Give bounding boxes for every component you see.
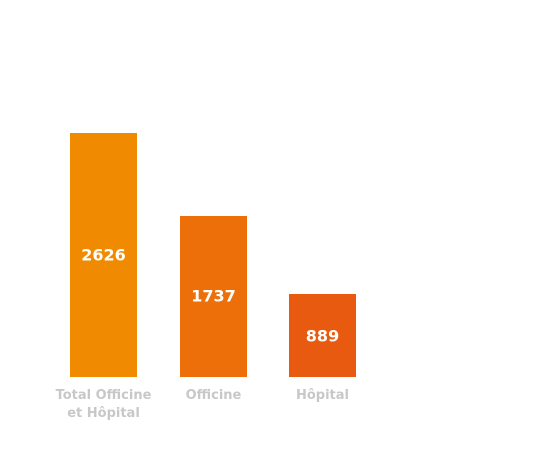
value-label: 889: [305, 326, 340, 346]
value-label: 2626: [81, 245, 126, 265]
bar: [70, 133, 137, 377]
category-label: Total Officine et Hôpital: [55, 388, 152, 421]
bar: [180, 215, 247, 377]
category-label: Officine: [185, 388, 242, 403]
category-label: Hôpital: [295, 388, 349, 403]
value-label: 1737: [191, 286, 236, 306]
bar: [289, 294, 356, 377]
